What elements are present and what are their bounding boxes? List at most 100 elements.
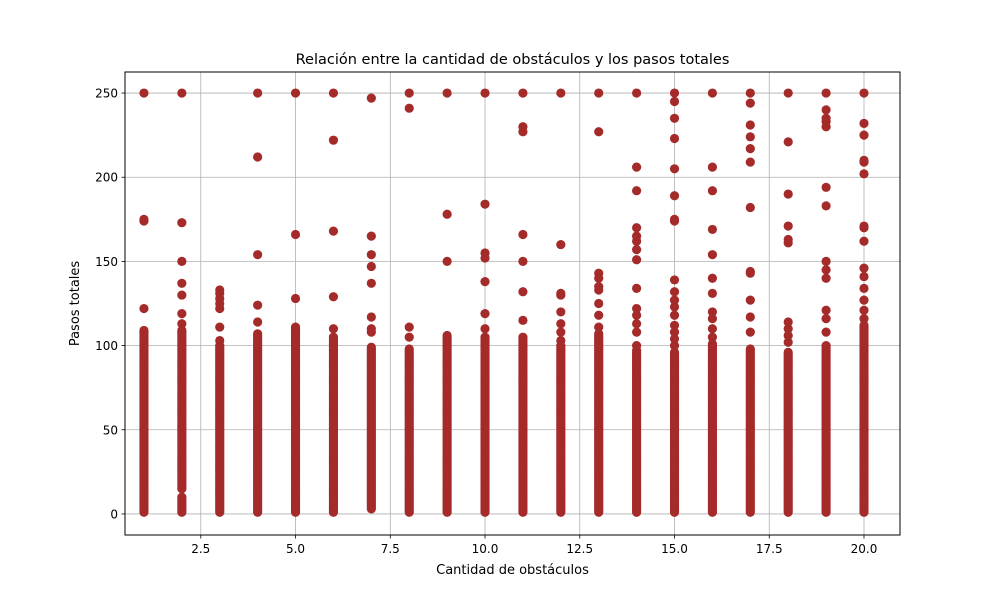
- data-point: [707, 186, 718, 196]
- data-point: [556, 307, 566, 317]
- data-point: [783, 347, 793, 357]
- x-tick-label: 2.5: [191, 542, 210, 556]
- data-point: [253, 329, 263, 339]
- data-point: [669, 133, 680, 144]
- y-axis-label: Pasos totales: [68, 261, 83, 347]
- data-point: [366, 278, 376, 288]
- data-point: [859, 155, 869, 165]
- data-point: [669, 347, 680, 357]
- data-point: [404, 88, 414, 98]
- data-point: [215, 285, 225, 295]
- data-point: [745, 295, 755, 305]
- data-point: [707, 307, 718, 317]
- data-point: [139, 325, 149, 336]
- data-point: [177, 492, 187, 502]
- data-point: [139, 303, 149, 314]
- x-tick-label: 15.0: [661, 542, 688, 556]
- data-point: [632, 223, 642, 233]
- data-point: [859, 263, 869, 273]
- data-point: [632, 283, 642, 293]
- y-tick-label: 50: [103, 423, 118, 437]
- data-point: [366, 324, 376, 334]
- data-point: [594, 268, 604, 278]
- data-point: [253, 152, 263, 162]
- data-point: [707, 250, 718, 260]
- data-point: [783, 221, 793, 231]
- data-point: [707, 339, 718, 349]
- data-point: [859, 236, 869, 246]
- data-point: [783, 330, 793, 341]
- data-point: [177, 256, 187, 267]
- y-tick-label: 0: [110, 507, 118, 521]
- data-point: [518, 287, 528, 297]
- data-point: [859, 305, 869, 315]
- data-point: [821, 265, 831, 275]
- data-point: [177, 309, 187, 319]
- data-point: [328, 135, 339, 145]
- data-point: [745, 157, 755, 167]
- data-point: [707, 224, 718, 235]
- data-point: [632, 245, 642, 255]
- data-point: [821, 256, 831, 267]
- y-tick-label: 150: [95, 255, 118, 269]
- data-point: [177, 278, 187, 288]
- data-point: [745, 202, 755, 213]
- data-point: [480, 324, 490, 334]
- axis-ticks: 2.5 5.0 7.5 10.0 12.5 15.0 17.5 20.0 0 50 100 150 20…: [95, 87, 877, 556]
- x-tick-label: 12.5: [566, 542, 593, 556]
- data-point: [783, 189, 793, 199]
- data-point: [366, 342, 376, 352]
- data-point: [404, 344, 414, 354]
- data-point: [177, 218, 187, 228]
- x-tick-label: 17.5: [756, 542, 783, 556]
- data-point: [556, 335, 566, 346]
- data-point: [707, 162, 718, 172]
- data-point: [821, 105, 831, 115]
- data-point: [480, 88, 490, 98]
- data-point: [594, 298, 604, 309]
- data-point: [859, 221, 869, 231]
- data-point: [859, 130, 869, 140]
- data-point: [859, 118, 869, 128]
- data-point: [632, 231, 642, 241]
- data-point: [745, 344, 755, 354]
- data-point: [404, 103, 414, 113]
- data-point: [177, 290, 187, 300]
- data-point: [556, 319, 566, 329]
- data-point: [366, 250, 376, 260]
- data-point: [215, 322, 225, 332]
- data-point: [328, 226, 339, 236]
- data-point: [821, 314, 831, 324]
- x-tick-label: 10.0: [472, 542, 499, 556]
- data-point: [632, 303, 642, 314]
- data-point: [594, 88, 604, 98]
- data-point: [366, 231, 376, 241]
- data-point: [745, 120, 755, 130]
- data-point: [669, 334, 680, 344]
- data-point: [518, 122, 528, 132]
- data-point: [290, 293, 301, 304]
- data-point: [745, 88, 755, 98]
- data-point: [328, 332, 339, 342]
- data-point: [859, 169, 869, 179]
- data-point: [707, 273, 718, 283]
- y-tick-label: 100: [95, 339, 118, 353]
- data-point: [632, 162, 642, 172]
- data-point: [594, 322, 604, 332]
- data-point: [290, 322, 301, 332]
- data-point: [215, 335, 225, 346]
- data-point: [745, 98, 755, 108]
- data-point: [328, 88, 339, 98]
- data-point: [669, 191, 680, 201]
- data-point: [518, 229, 528, 240]
- data-point: [669, 295, 680, 305]
- data-point: [253, 250, 263, 260]
- data-point: [594, 310, 604, 320]
- plot-frame: [124, 71, 901, 536]
- data-point: [177, 325, 187, 336]
- data-point: [821, 273, 831, 283]
- data-point: [632, 186, 642, 196]
- data-point: [177, 88, 187, 98]
- data-point: [366, 312, 376, 322]
